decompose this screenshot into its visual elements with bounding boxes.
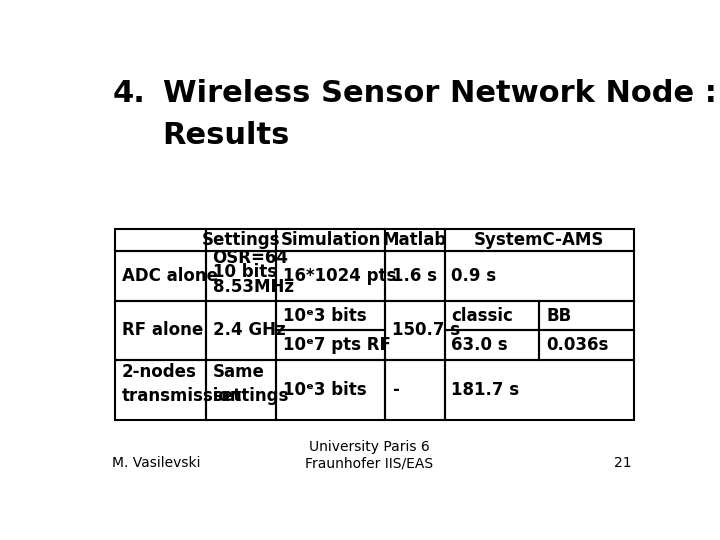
Text: 0.036s: 0.036s [546,336,608,354]
Text: RF alone: RF alone [122,321,203,340]
Bar [206,251,276,301]
Text: 181.7 s: 181.7 s [451,381,519,399]
Text: -: - [392,381,399,399]
Bar [385,301,445,360]
Bar [445,229,634,251]
Bar [206,360,276,420]
Text: 1.6 s: 1.6 s [392,267,436,285]
Text: 63.0 s: 63.0 s [451,336,508,354]
Text: Same: Same [212,363,264,381]
Bar [276,251,385,301]
Text: 16*1024 pts: 16*1024 pts [283,267,396,285]
Text: 2-nodes: 2-nodes [122,363,197,381]
Bar [276,229,385,251]
Bar [539,301,634,330]
Text: ADC alone: ADC alone [122,267,218,285]
Text: Wireless Sensor Network Node :: Wireless Sensor Network Node : [163,79,716,109]
Bar [276,360,385,420]
Bar [385,251,445,301]
Text: M. Vasilevski: M. Vasilevski [112,456,201,470]
Bar [445,330,539,360]
Bar [115,251,206,301]
Bar [385,229,445,251]
Bar [445,301,539,330]
Text: Matlab: Matlab [382,231,447,249]
Text: BB: BB [546,307,571,325]
Text: 2.4 GHz: 2.4 GHz [212,321,285,340]
Text: 150.7 s: 150.7 s [392,321,460,340]
Text: classic: classic [451,307,513,325]
Text: 4.: 4. [112,79,145,109]
Text: 10ᵉ3 bits: 10ᵉ3 bits [283,307,366,325]
Bar [385,360,445,420]
Bar [276,330,385,360]
Text: 10ᵉ7 pts RF: 10ᵉ7 pts RF [283,336,390,354]
Text: Results: Results [163,121,290,150]
Bar [115,301,206,360]
Text: University Paris 6
Fraunhofer IIS/EAS: University Paris 6 Fraunhofer IIS/EAS [305,440,433,470]
Text: Simulation: Simulation [280,231,381,249]
Text: settings: settings [212,387,289,405]
Text: SystemC-AMS: SystemC-AMS [474,231,605,249]
Text: Settings: Settings [202,231,280,249]
Text: 0.9 s: 0.9 s [451,267,497,285]
Bar [115,360,206,420]
Bar [539,330,634,360]
Text: OSR=64: OSR=64 [212,249,289,267]
Bar [445,251,634,301]
Bar [276,301,385,330]
Text: 21: 21 [613,456,631,470]
Text: 8.53MHz: 8.53MHz [212,278,294,295]
Text: 10ᵉ3 bits: 10ᵉ3 bits [283,381,366,399]
Bar [206,301,276,360]
Text: 10 bits: 10 bits [212,264,276,281]
Bar [206,229,276,251]
Bar [445,360,634,420]
Bar [115,229,206,251]
Text: transmission: transmission [122,387,243,405]
